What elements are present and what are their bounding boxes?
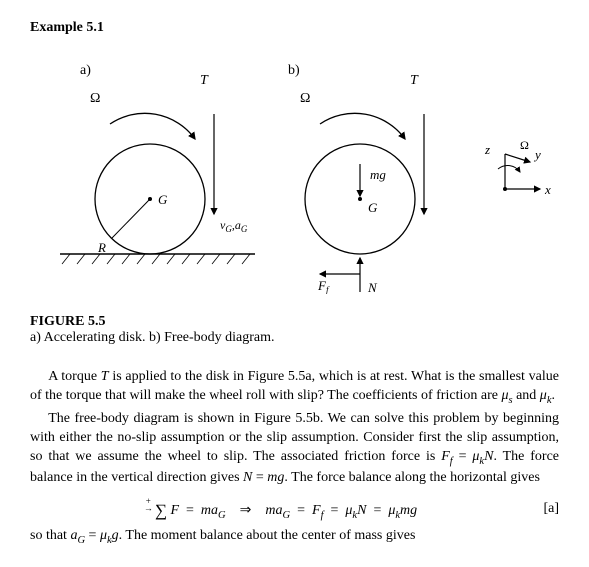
paragraph-3: so that aG = μkg. The moment balance abo… xyxy=(30,528,415,543)
g-label-b: G xyxy=(368,200,378,215)
figure-caption: FIGURE 5.5 a) Accelerating disk. b) Free… xyxy=(30,314,559,346)
ground-hatch-a xyxy=(62,254,250,264)
svg-text:y: y xyxy=(533,147,541,162)
svg-text:Ω: Ω xyxy=(520,138,529,152)
radius-line xyxy=(112,199,150,238)
paragraph-2: The free-body diagram is shown in Figure… xyxy=(30,410,559,488)
label-b: b) xyxy=(288,63,300,78)
rotation-arrow-a xyxy=(110,113,195,139)
n-label: N xyxy=(367,280,378,294)
equation-a-body: +→∑ F = maG ⇒ maG = Ff = μkN = μkmg xyxy=(30,498,531,521)
vg-ag-label: vG,aG xyxy=(220,218,248,234)
body-text-after: so that aG = μkg. The moment balance abo… xyxy=(30,527,559,548)
rotation-arrow-b xyxy=(320,113,405,139)
omega-a: Ω xyxy=(90,91,100,106)
figure-5-5: a) Ω G R T vG,aG b) Ω G mg T Ff xyxy=(30,54,559,299)
equation-a-tag: [a] xyxy=(531,501,559,517)
ff-label: Ff xyxy=(317,278,330,294)
svg-text:x: x xyxy=(544,182,551,197)
t-label-b: T xyxy=(410,73,419,88)
equation-a: +→∑ F = maG ⇒ maG = Ff = μkN = μkmg [a] xyxy=(30,498,559,521)
axes: x y z Ω xyxy=(484,138,551,197)
figure-svg: a) Ω G R T vG,aG b) Ω G mg T Ff xyxy=(30,54,560,294)
svg-text:z: z xyxy=(484,142,490,157)
center-b xyxy=(358,197,362,201)
omega-b: Ω xyxy=(300,91,310,106)
g-label-a: G xyxy=(158,192,168,207)
body-text: A torque T is applied to the disk in Fig… xyxy=(30,368,559,488)
figure-label: FIGURE 5.5 xyxy=(30,314,105,329)
example-header: Example 5.1 xyxy=(30,20,559,36)
mg-label: mg xyxy=(370,167,386,182)
paragraph-1: A torque T is applied to the disk in Fig… xyxy=(30,368,559,408)
r-label: R xyxy=(97,240,106,255)
t-label-a: T xyxy=(200,73,209,88)
figure-caption-text: a) Accelerating disk. b) Free-body diagr… xyxy=(30,330,275,345)
label-a: a) xyxy=(80,63,91,78)
